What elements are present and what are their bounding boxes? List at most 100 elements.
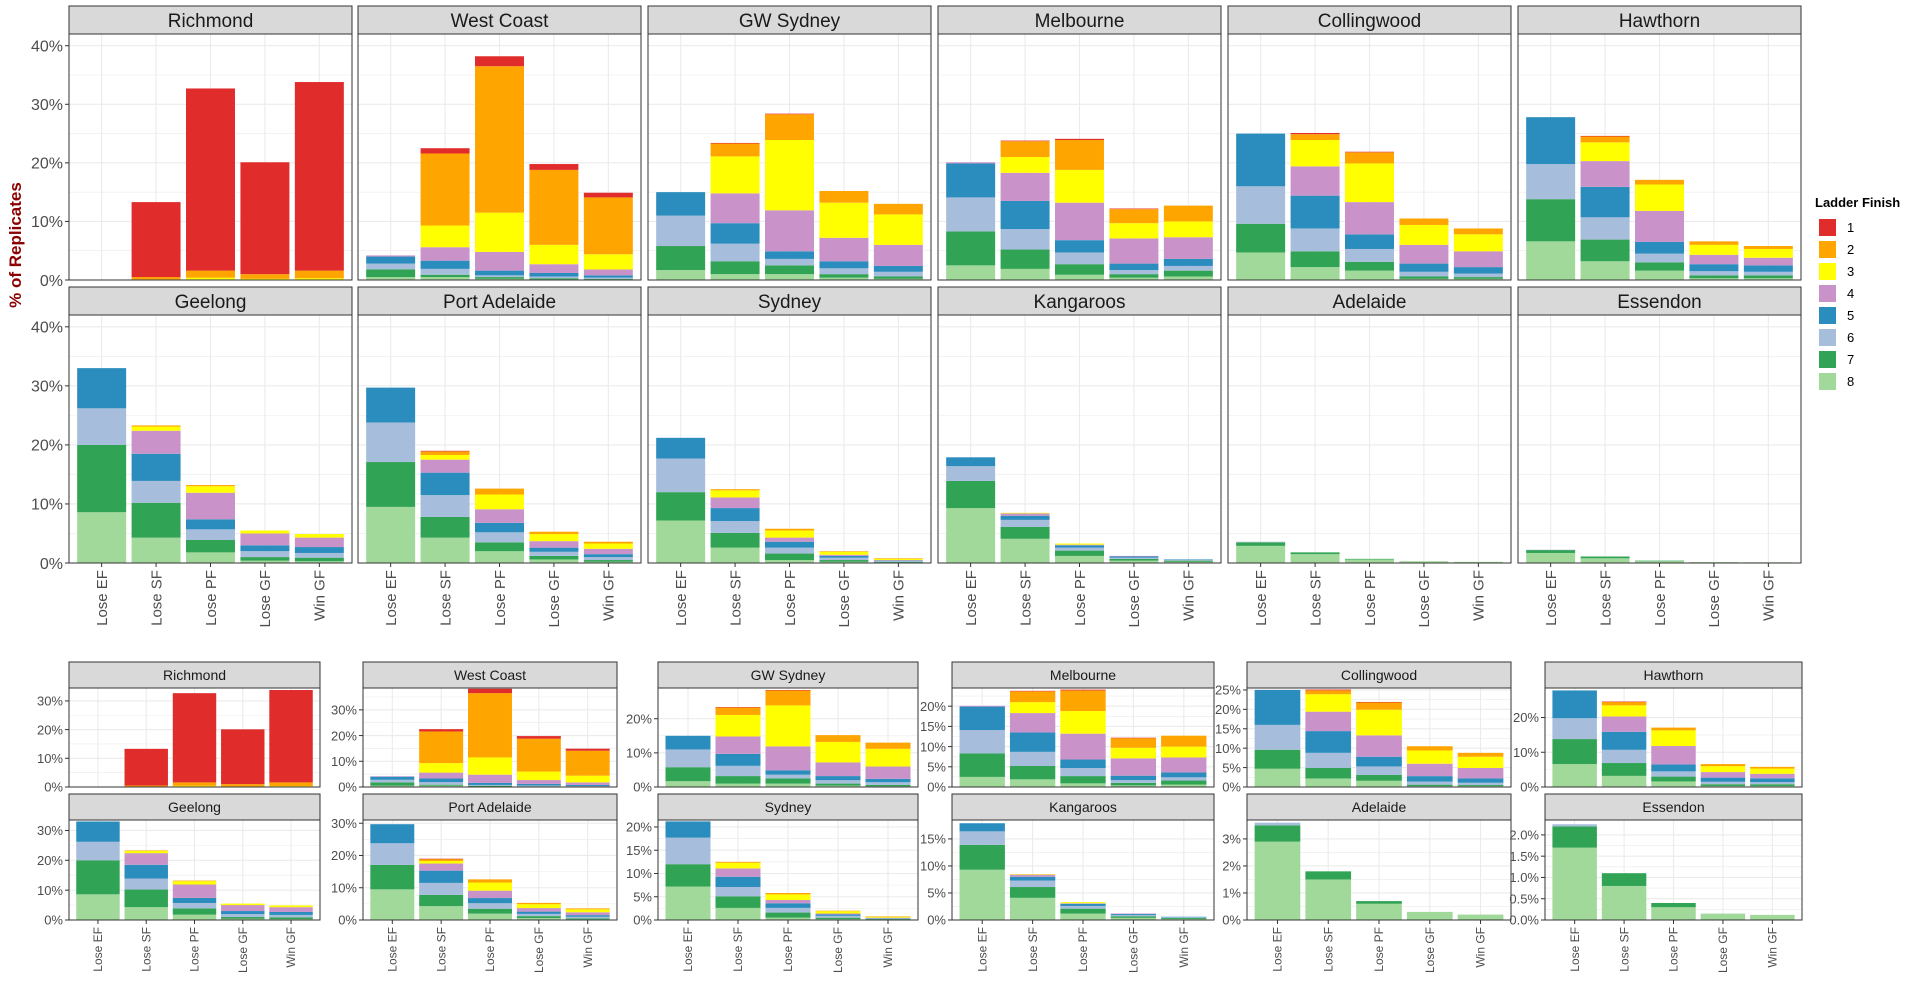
bar-segment [1060,690,1106,712]
bar-segment [420,516,470,538]
bar-segment [124,785,168,787]
bar-segment [1060,689,1106,691]
bar-segment [1060,783,1106,787]
bar-segment [1356,766,1402,775]
bar-segment [765,774,811,779]
bar-segment [1635,179,1684,185]
bar-segment [1580,136,1630,143]
bar-segment [1689,244,1739,255]
y-tick-label: 10% [37,883,63,898]
bar-segment [1345,558,1394,560]
bar-segment [1290,140,1340,167]
bar-segment [1651,764,1696,772]
bar-segment [420,260,470,269]
bar-segment [1750,773,1795,779]
bar-segment [815,735,861,742]
bar-segment [710,547,760,563]
bar-segment [1453,251,1503,268]
bar-segment [1009,765,1056,780]
x-tick-label: Win GF [891,570,908,621]
x-tick-label: Win GF [601,570,618,621]
bar-segment [1406,784,1453,787]
bar-segment [1580,135,1630,137]
bar-segment [1161,918,1207,920]
facet-panel-port-adelaide: Port Adelaide 0% 10% 20% 30% Lose EF Lose SF Lo… [331,793,618,973]
bar-segment [1356,702,1402,710]
bar-segment [1254,822,1301,826]
x-tick-label: Lose GF [1127,927,1141,973]
bar-segment [420,472,470,496]
bar-segment [221,903,265,906]
bar-segment [1236,541,1286,543]
y-axis-label: % of Replicates [6,182,25,308]
bar-segment [131,502,181,538]
bar-segment [959,831,1005,845]
bar-segment [186,486,235,493]
bar-segment [172,880,217,882]
x-tick-label: Lose PF [188,927,202,972]
bar-segment [865,919,911,920]
facet-strip [68,286,353,316]
facet-strip-label: Richmond [168,11,254,32]
bar-segment [1000,513,1050,516]
bar-segment [77,444,127,513]
bar-segment [419,785,464,787]
bar-segment [873,558,923,559]
bar-segment [1236,542,1286,546]
bar-segment [370,843,415,865]
bar-segment [221,917,265,919]
bar-segment [715,776,761,784]
bar-segment [819,190,869,203]
bar-segment [1552,739,1597,765]
bar-segment [1700,785,1746,787]
bar-segment [1356,780,1402,787]
bar-segment [765,251,814,259]
bar-segment [1163,265,1213,271]
facet-panel-sydney: Sydney Lose EF Lose SF Lose PF Lose GF Win GF [647,286,932,628]
bar-segment [1055,138,1104,141]
bar-segment [1750,782,1795,785]
bar-segment [516,913,561,917]
bar-segment [366,422,416,463]
facet-strip [362,793,618,821]
bar-segment [1356,701,1402,703]
x-tick-label: Win GF [312,570,329,621]
y-tick-label: 0.5% [1509,891,1539,906]
facet-panel-richmond: Richmond 0% 10% 20% 30% [37,661,321,795]
bar-segment [1399,263,1449,272]
bar-segment [475,509,524,523]
bar-segment [1290,228,1340,252]
bar-segment [1453,278,1503,280]
y-tick-label: 5% [633,889,652,904]
bar-segment [1055,140,1104,170]
bar-segment [1743,265,1793,272]
bar-segment [765,560,814,563]
bar-segment [419,782,464,785]
bar-segment [529,551,579,556]
bar-segment [1254,689,1301,725]
bar-segment [819,554,869,556]
bar-segment [715,907,761,920]
bar-segment [815,785,861,787]
bar-segment [865,742,911,749]
bar-segment [565,912,610,916]
bar-segment [1163,237,1213,259]
bar-segment [1109,238,1159,264]
bar-segment [656,192,706,216]
y-tick-label: 0% [927,780,946,795]
bar-segment [873,561,923,563]
x-tick-label: Lose GF [546,570,563,628]
y-tick-label: 10% [331,880,357,895]
bar-segment [1161,777,1207,781]
bar-segment [1635,241,1684,254]
facet-strip-label: Essendon [1642,799,1704,815]
bar-segment [1236,223,1286,253]
bar-segment [1305,879,1352,920]
bar-segment [715,765,761,777]
bar-segment [186,519,235,530]
bar-segment [819,274,869,278]
bar-segment [468,785,512,787]
bar-segment [420,451,470,455]
bar-segment [819,561,869,563]
